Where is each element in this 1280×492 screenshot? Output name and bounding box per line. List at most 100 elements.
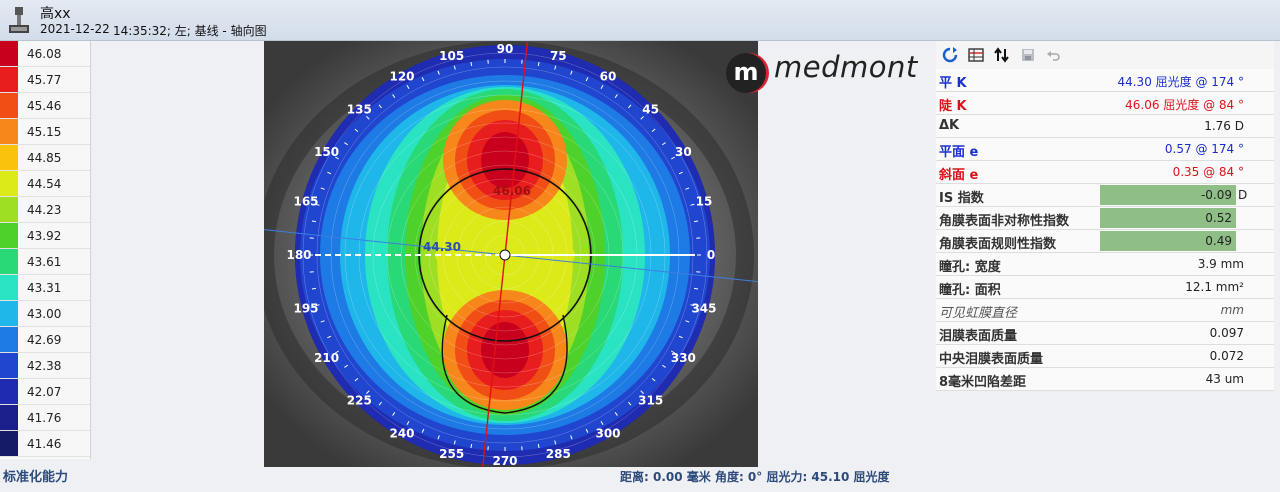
axis-tick [344,364,349,368]
index-row: 角膜表面规则性指数 0.49 [936,230,1274,253]
scale-row: 45.77 [0,67,90,93]
sort-icon [994,47,1009,63]
scale-swatch [0,171,18,196]
index-label: 可见虹膜直径 [939,306,1018,321]
grid-settings-icon [968,48,984,62]
scale-swatch [0,353,18,378]
scale-swatch [0,119,18,144]
axis-tick [554,65,557,70]
scale-row: 41.46 [0,431,90,457]
scale-value: 44.85 [27,150,62,165]
axis-angle-label: 165 [293,195,318,209]
axis-tick [320,320,325,323]
index-highlight-bar [1100,231,1236,251]
axis-angle-label: 120 [389,70,414,84]
index-value: 3.9 mm [1197,257,1244,271]
scale-mode-label[interactable]: 标准化能力 [3,470,69,485]
save-button[interactable] [1018,45,1038,65]
index-label: 瞳孔: 面积 [939,283,1001,298]
axis-tick [470,443,473,449]
axis-tick [693,220,699,223]
index-label: 中央泪膜表面质量 [939,352,1044,367]
axis-angle-label: 105 [439,49,464,63]
scale-row: 45.46 [0,93,90,119]
index-label: 斜面 e [939,168,979,183]
axis-tick [678,171,683,175]
index-value: 0.097 [1209,326,1244,340]
scale-row: 44.23 [0,197,90,223]
scale-value: 44.54 [27,176,62,191]
scale-value: 43.31 [27,280,62,295]
sort-button[interactable] [992,45,1012,65]
axis-tick [315,203,320,206]
scale-swatch [0,145,18,170]
axis-tick [661,142,666,146]
scale-value: 43.61 [27,254,62,269]
index-label: ΔK [939,118,960,133]
scale-value: 46.08 [27,46,62,61]
index-value: 0.49 [1205,234,1232,248]
index-value: -0.09 [1200,188,1232,202]
scale-swatch [0,93,18,118]
axis-tick [392,411,396,416]
axis-tick [614,94,618,99]
axis-angle-label: 315 [638,394,663,408]
grid-settings-button[interactable] [966,45,986,65]
scale-swatch [0,431,18,456]
scale-swatch [0,223,18,248]
axis-tick [661,364,666,368]
scale-row: 43.92 [0,223,90,249]
axis-tick [678,335,683,339]
axis-tick [600,85,604,89]
index-row: IS 指数 -0.09 D [936,184,1274,207]
axis-tick [366,116,370,120]
axis-tick [628,104,632,109]
exam-date: 2021-12-22 [40,22,110,36]
axis-tick [628,401,632,406]
axis-angle-label: 150 [314,145,339,159]
index-row: 角膜表面非对称性指数 0.52 [936,207,1274,230]
color-scale: 46.08 45.77 45.46 45.15 44.85 44.54 44.23 43.92… [0,41,91,459]
medmont-logo-text: medmont [774,50,918,84]
axis-tick [378,104,382,109]
axis-tick [311,220,317,223]
axis-tick [690,203,695,206]
axial-map[interactable]: 90 75 60 45 30 15 0 345 330 315 300 285 270 255 240 225… [264,41,758,467]
index-value: 12.1 mm² [1185,280,1244,294]
scale-swatch [0,405,18,430]
axis-tick [327,335,332,339]
axis-angle-label: 345 [691,301,716,315]
axis-angle-label: 255 [439,447,464,461]
axial-map-canvas[interactable]: 9075604530150345330315300285270255240225… [264,41,758,467]
axis-angle-label: 45 [642,102,659,116]
scale-row: 44.54 [0,171,90,197]
scale-row: 42.07 [0,379,90,405]
axis-angle-label: 240 [389,426,414,440]
indices-panel: 平 K 44.30 屈光度 @ 174 ° 陡 K 46.06 屈光度 @ 84 ° Δ… [936,41,1274,391]
undo-button[interactable] [1044,45,1064,65]
index-label: 陡 K [939,99,967,114]
axis-tick [671,350,675,354]
index-label: 瞳孔: 宽度 [939,260,1001,275]
axis-angle-label: 30 [675,145,692,159]
save-icon [1022,49,1034,61]
axis-tick [392,94,396,99]
index-row: 陡 K 46.06 屈光度 @ 84 ° [936,92,1274,115]
index-row: 泪膜表面质量 0.097 [936,322,1274,345]
axis-tick [437,70,440,75]
refresh-button[interactable] [940,45,960,65]
axis-angle-label: 15 [696,195,713,209]
axis-tick [537,61,540,67]
scale-swatch [0,379,18,404]
axis-tick [320,187,325,190]
exam-info: 14:35:32; 左; 基线 - 轴向图 [113,24,267,38]
index-row: 中央泪膜表面质量 0.072 [936,345,1274,368]
title-bar: 高xx 2021-12-22 14:35:32; 左; 基线 - 轴向图 [0,0,1280,41]
axis-angle-label: 225 [347,394,372,408]
scale-swatch [0,41,18,66]
axis-tick [366,390,370,394]
index-label: 角膜表面规则性指数 [939,237,1057,252]
axis-tick [651,128,656,132]
axis-tick [406,421,410,425]
axis-tick [453,65,456,70]
